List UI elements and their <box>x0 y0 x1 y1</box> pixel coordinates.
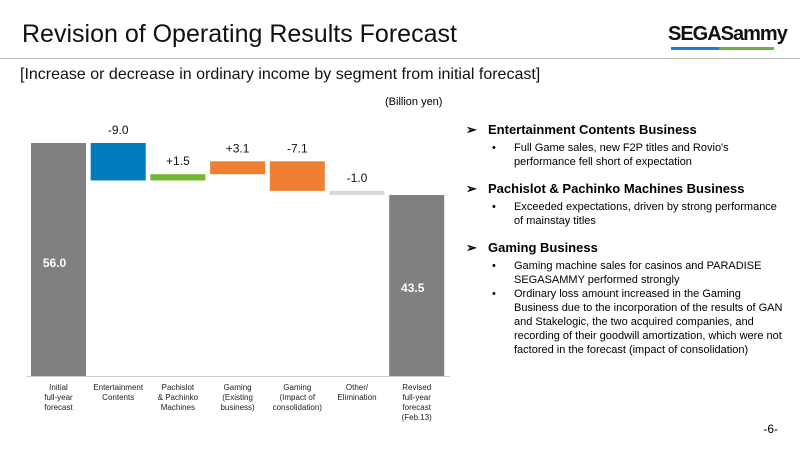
arrow-bullet-icon: ➢ <box>466 122 477 137</box>
category-label-5: Other/Elimination <box>337 383 377 402</box>
bar-1 <box>90 143 146 181</box>
category-label-2: Pachislot & Pachinko Machines <box>157 383 199 412</box>
data-label-2: +1.5 <box>166 154 190 168</box>
note-heading: Pachislot & Pachinko Machines Business <box>488 181 745 196</box>
bar-5 <box>329 190 385 196</box>
note-heading: Gaming Business <box>488 240 598 255</box>
category-label-6: Revised full-year forecast (Feb.13) <box>401 383 432 422</box>
chart-subtitle: [Increase or decrease in ordinary income… <box>20 66 541 83</box>
bar-3 <box>210 161 266 175</box>
note-bullet: Exceeded expectations, driven by strong … <box>466 200 786 228</box>
arrow-bullet-icon: ➢ <box>466 240 477 255</box>
bar-0 <box>31 143 86 376</box>
note-bullet: Full Game sales, new F2P titles and Rovi… <box>466 141 786 169</box>
bar-2 <box>150 174 206 181</box>
note-section: ➢ Gaming Business Gaming machine sales for… <box>466 240 786 357</box>
note-section: ➢ Entertainment Contents Business Full Gam… <box>466 122 786 169</box>
note-section: ➢ Pachislot & Pachinko Machines Business E… <box>466 181 786 228</box>
data-label-1: -9.0 <box>108 123 129 137</box>
bar-4 <box>269 161 325 191</box>
data-label-3: +3.1 <box>226 141 250 155</box>
data-label-0: 56.0 <box>43 256 67 270</box>
category-label-3: Gaming (Existing business) <box>220 383 255 412</box>
note-heading: Entertainment Contents Business <box>488 122 697 137</box>
segasammy-logo: SEGASammy <box>668 24 788 52</box>
notes-panel: ➢ Entertainment Contents Business Full Gam… <box>466 122 786 369</box>
bar-6 <box>389 195 445 376</box>
arrow-bullet-icon: ➢ <box>466 181 477 196</box>
page-number: -6- <box>763 422 778 436</box>
data-label-5: -1.0 <box>347 171 368 185</box>
waterfall-chart: 56.0 -9.0 +1.5 +3.1 -7.1 -1.0 43.5 <box>26 123 450 377</box>
category-label-1: Entertainment Contents <box>93 383 144 402</box>
header-divider <box>0 58 800 59</box>
page-title: Revision of Operating Results Forecast <box>22 20 457 48</box>
category-label-4: Gaming (Impact of consolidation) <box>272 383 322 412</box>
data-label-6: 43.5 <box>401 281 425 295</box>
category-label-0: Initial full-year forecast <box>44 383 73 412</box>
data-label-4: -7.1 <box>287 141 308 155</box>
note-bullet: Ordinary loss amount increased in the Ga… <box>466 287 786 357</box>
unit-label: (Billion yen) <box>385 96 443 108</box>
note-bullet: Gaming machine sales for casinos and PAR… <box>466 259 786 287</box>
